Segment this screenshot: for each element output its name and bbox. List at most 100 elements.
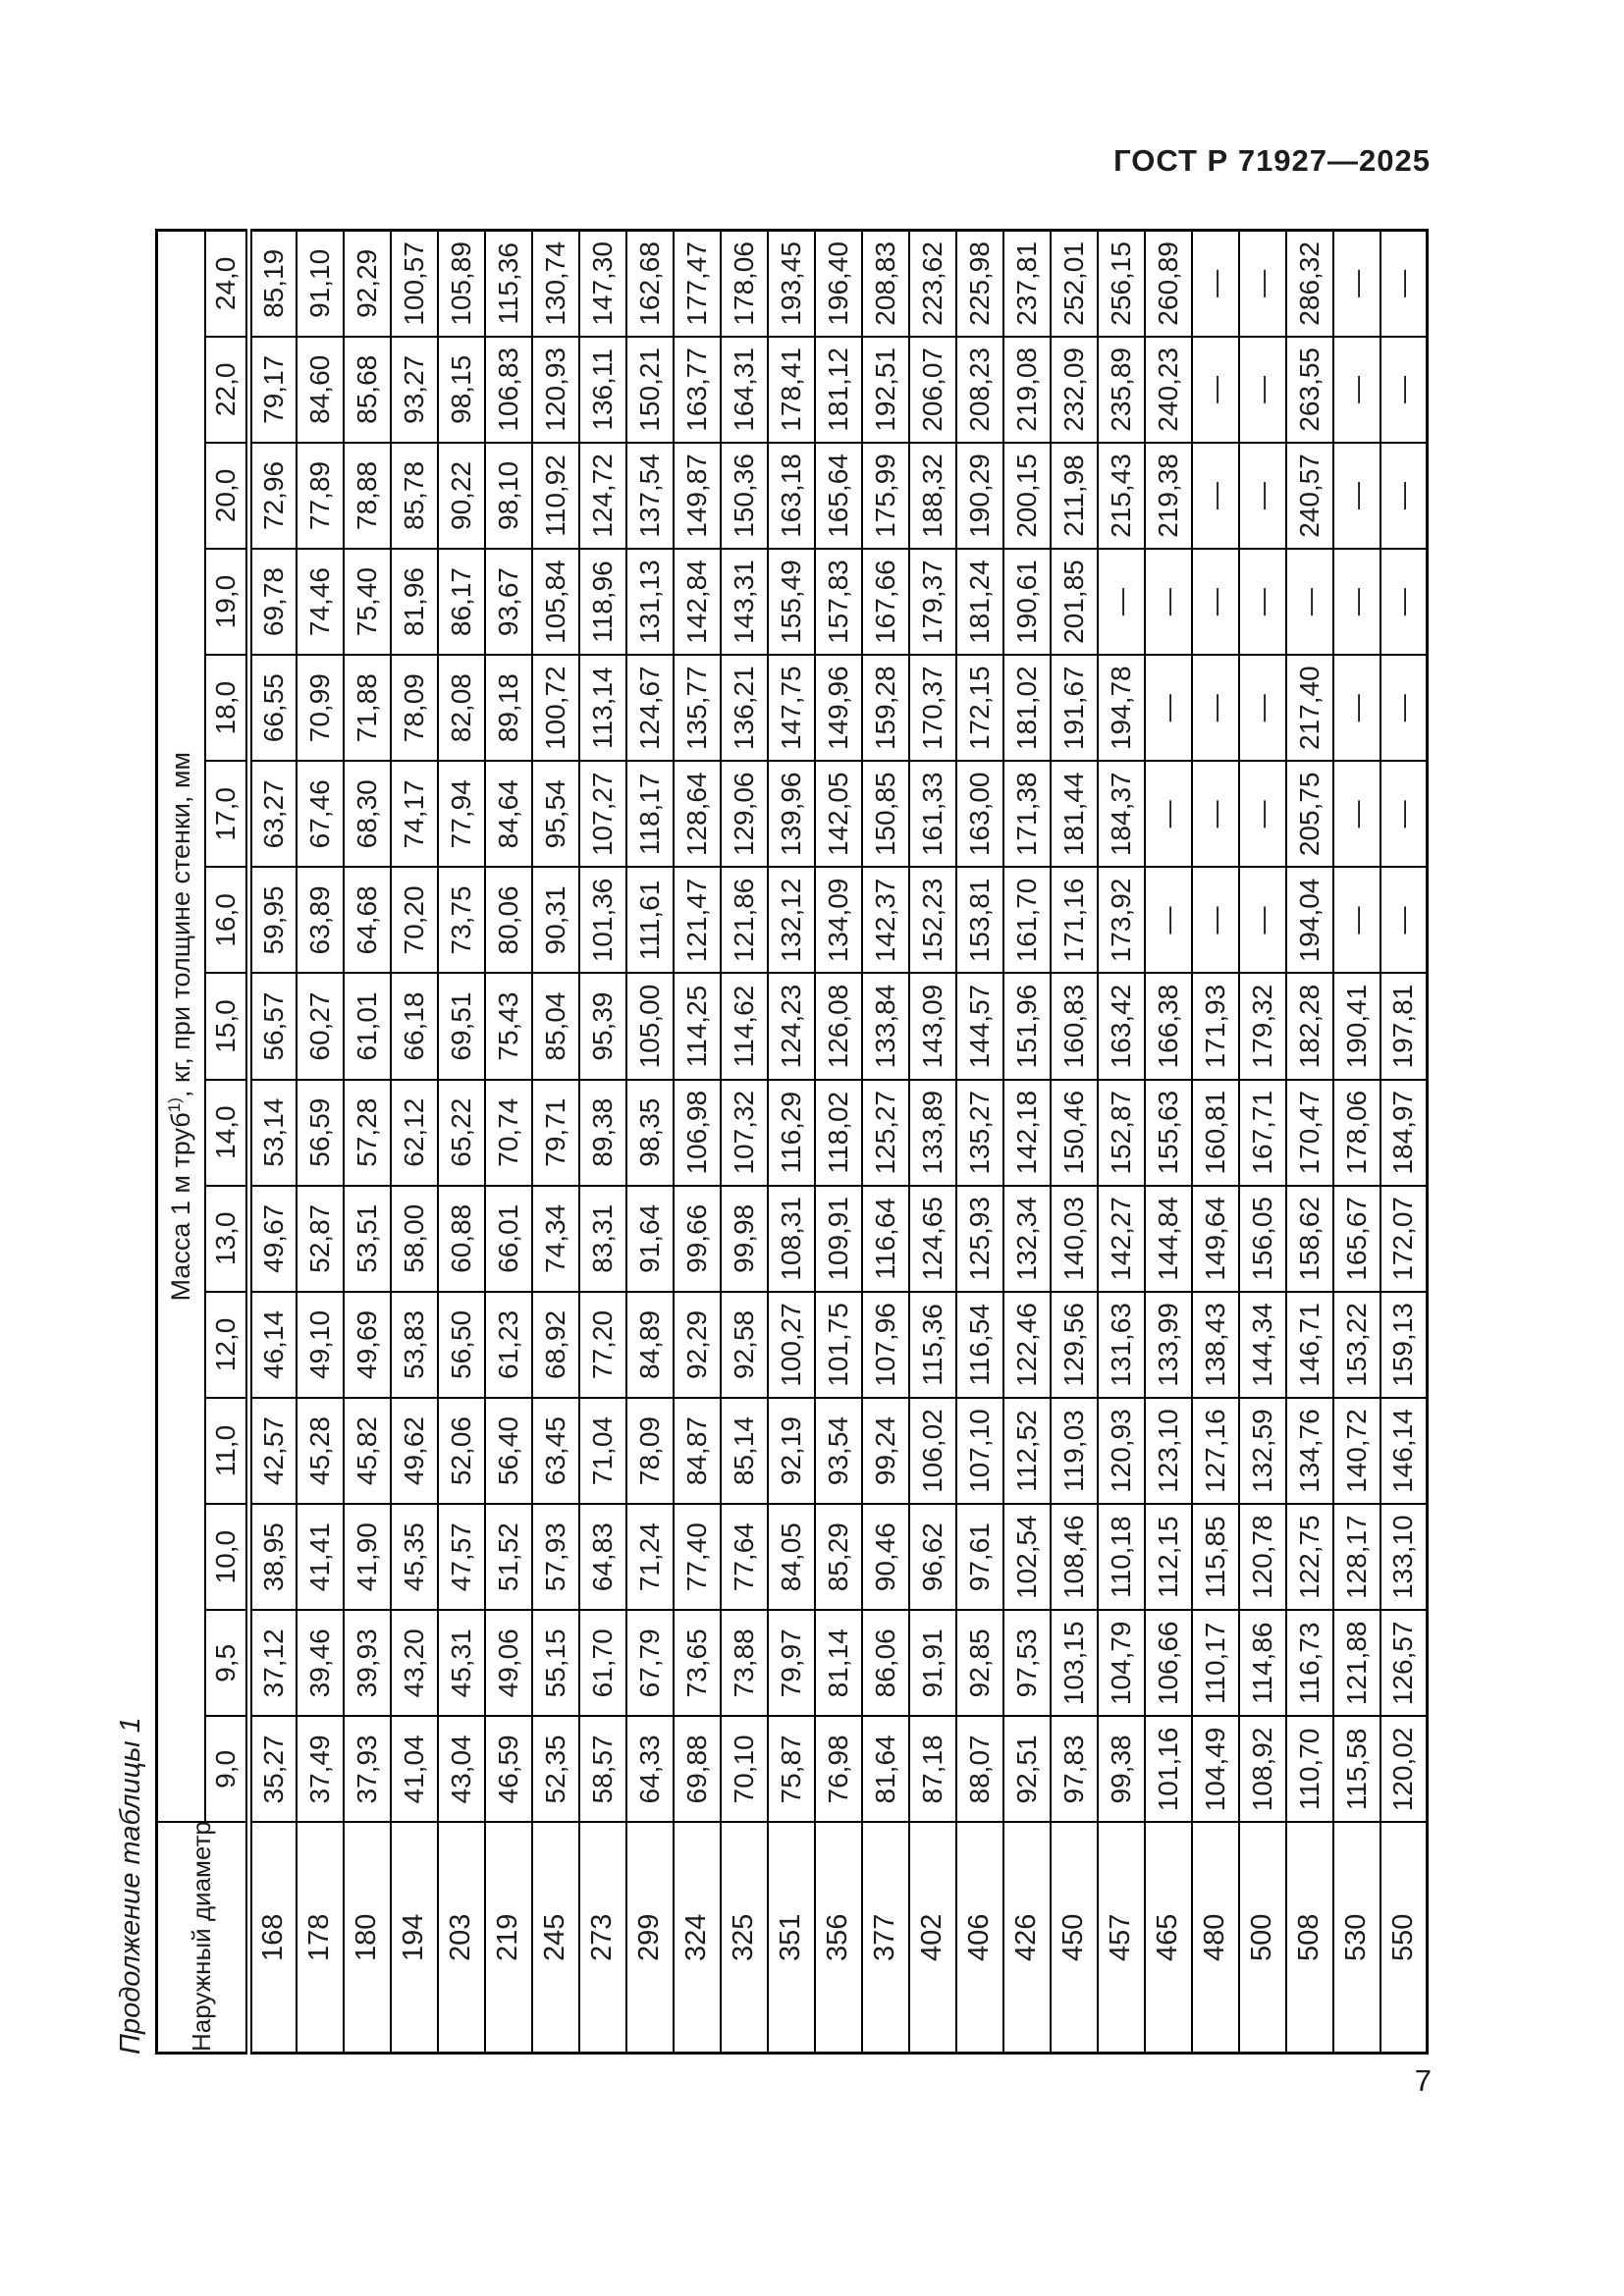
mass-cell: 97,53 (1002, 1610, 1051, 1717)
mass-cell: 99,66 (673, 1185, 721, 1292)
mass-cell: 211,98 (1050, 442, 1098, 549)
mass-cell: 156,05 (1238, 1185, 1286, 1292)
mass-cell: 179,32 (1238, 973, 1286, 1080)
mass-cell: 196,40 (814, 230, 862, 337)
mass-cell-empty: — (1238, 549, 1286, 656)
mass-cell: 113,14 (578, 655, 626, 762)
mass-cell: 98,10 (484, 442, 532, 549)
mass-cell: 82,08 (437, 655, 485, 762)
mass-cell: 43,20 (390, 1610, 438, 1717)
mass-cell: 45,35 (390, 1504, 438, 1611)
mass-cell-empty: — (1380, 761, 1428, 868)
mass-cell: 80,06 (484, 867, 532, 974)
mass-cell: 37,12 (248, 1610, 297, 1717)
mass-cell: 86,06 (861, 1610, 909, 1717)
table-row: 508 110,70 116,73 122,75 134,76 146,71 158,62 1… (1285, 230, 1333, 2054)
mass-cell: 240,57 (1285, 442, 1333, 549)
diameter-cell: 351 (767, 1822, 815, 2054)
mass-cell: 193,45 (767, 230, 815, 337)
mass-cell: 124,67 (625, 655, 674, 762)
mass-cell: 172,07 (1380, 1185, 1428, 1292)
diameter-cell: 550 (1380, 1822, 1428, 2054)
mass-cell: 70,74 (484, 1079, 532, 1186)
mass-cell: 124,23 (767, 973, 815, 1080)
mass-cell: 75,87 (767, 1716, 815, 1823)
mass-cell: 118,96 (578, 549, 626, 656)
mass-cell: 155,49 (767, 549, 815, 656)
mass-cell: 100,72 (531, 655, 579, 762)
mass-cell: 92,85 (955, 1610, 1003, 1717)
diameter-cell: 508 (1285, 1822, 1333, 2054)
mass-cell: 150,85 (861, 761, 909, 868)
mass-cell: 35,27 (248, 1716, 297, 1823)
mass-cell: 153,81 (955, 867, 1003, 974)
thickness-header-cell: 14,0 (204, 1079, 249, 1186)
mass-cell: 178,41 (767, 336, 815, 443)
mass-cell-empty: — (1238, 442, 1286, 549)
mass-cell: 133,99 (1144, 1291, 1192, 1398)
mass-cell: 79,17 (248, 336, 297, 443)
mass-cell: 205,75 (1285, 761, 1333, 868)
mass-cell: 92,29 (673, 1291, 721, 1398)
mass-cell: 92,29 (343, 230, 391, 337)
mass-cell: 208,83 (861, 230, 909, 337)
mass-cell: 63,45 (531, 1398, 579, 1505)
mass-cell: 122,75 (1285, 1504, 1333, 1611)
mass-cell: 91,10 (296, 230, 344, 337)
mass-cell: 75,43 (484, 973, 532, 1080)
mass-cell: 66,01 (484, 1185, 532, 1292)
mass-cell: 165,64 (814, 442, 862, 549)
thickness-header-cell: 22,0 (204, 336, 249, 443)
mass-cell: 45,82 (343, 1398, 391, 1505)
mass-cell: 68,92 (531, 1291, 579, 1398)
mass-cell-empty: — (1380, 549, 1428, 656)
mass-cell: 75,40 (343, 549, 391, 656)
mass-cell: 47,57 (437, 1504, 485, 1611)
mass-cell: 99,38 (1097, 1716, 1145, 1823)
mass-cell: 99,24 (861, 1398, 909, 1505)
mass-cell: 49,67 (248, 1185, 297, 1292)
thickness-header-cell: 18,0 (204, 655, 249, 762)
mass-cell: 163,00 (955, 761, 1003, 868)
mass-cell: 49,06 (484, 1610, 532, 1717)
mass-cell: 46,14 (248, 1291, 297, 1398)
diameter-cell: 219 (484, 1822, 532, 2054)
mass-cell-empty: — (1380, 336, 1428, 443)
mass-cell: 37,49 (296, 1716, 344, 1823)
mass-cell: 84,89 (625, 1291, 674, 1398)
table-row: 465 101,16 106,66 112,15 123,10 133,99 144,84 1… (1144, 230, 1192, 2054)
mass-cell: 194,04 (1285, 867, 1333, 974)
mass-cell: 167,66 (861, 549, 909, 656)
mass-cell: 97,61 (955, 1504, 1003, 1611)
mass-cell: 164,31 (720, 336, 768, 443)
mass-cell: 172,15 (955, 655, 1003, 762)
mass-cell: 215,43 (1097, 442, 1145, 549)
mass-cell: 98,15 (437, 336, 485, 443)
diameter-cell: 480 (1191, 1822, 1239, 2054)
mass-cell: 116,64 (861, 1185, 909, 1292)
mass-cell: 237,81 (1002, 230, 1051, 337)
mass-cell: 65,22 (437, 1079, 485, 1186)
diameter-cell: 203 (437, 1822, 485, 2054)
mass-span-header: Масса 1 м труб1), кг, при толщине стенки… (156, 230, 205, 1823)
diameter-cell: 180 (343, 1822, 391, 2054)
mass-cell: 62,12 (390, 1079, 438, 1186)
mass-cell-empty: — (1144, 761, 1192, 868)
mass-cell: 125,93 (955, 1185, 1003, 1292)
mass-cell: 149,87 (673, 442, 721, 549)
table-row: 324 69,88 73,65 77,40 84,87 92,29 99,66 106,98 1… (673, 230, 721, 2054)
mass-cell: 217,40 (1285, 655, 1333, 762)
mass-cell: 235,89 (1097, 336, 1145, 443)
mass-cell: 126,08 (814, 973, 862, 1080)
mass-cell: 171,93 (1191, 973, 1239, 1080)
mass-cell: 41,04 (390, 1716, 438, 1823)
mass-cell: 71,24 (625, 1504, 674, 1611)
mass-cell: 42,57 (248, 1398, 297, 1505)
mass-cell-empty: — (1144, 867, 1192, 974)
mass-cell: 81,96 (390, 549, 438, 656)
mass-cell: 256,15 (1097, 230, 1145, 337)
mass-cell: 161,33 (908, 761, 956, 868)
mass-cell: 134,76 (1285, 1398, 1333, 1505)
thickness-header-cell: 13,0 (204, 1185, 249, 1292)
mass-cell: 101,75 (814, 1291, 862, 1398)
